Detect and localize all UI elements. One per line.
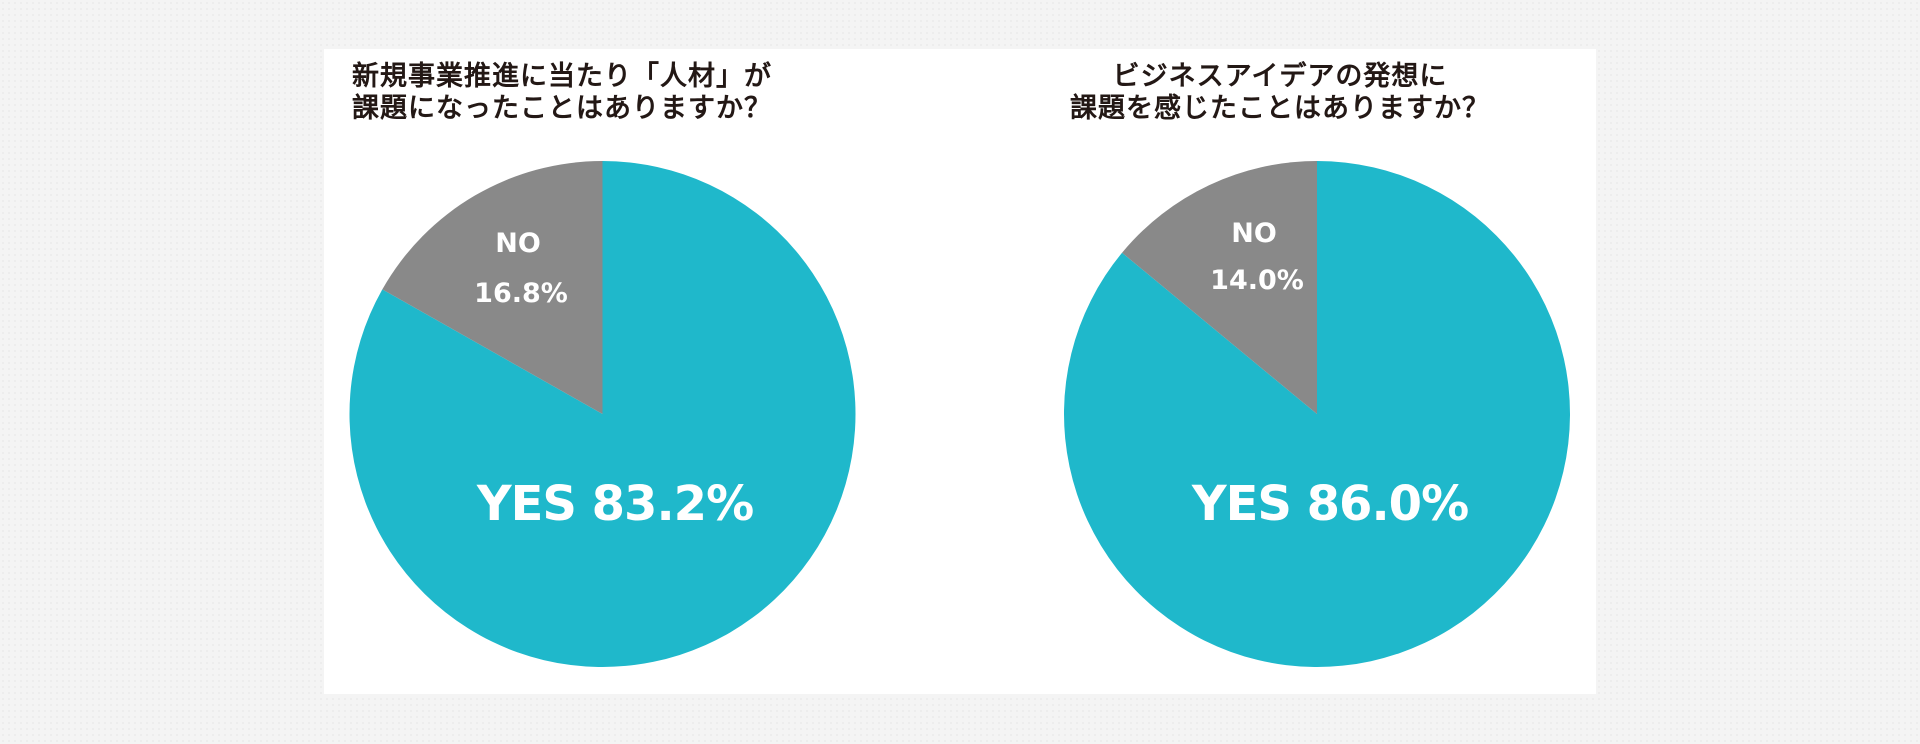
pie-chart-talent: NO 16.8% YES 83.2% <box>349 161 856 667</box>
pie-slice-no <box>382 161 603 414</box>
pie-slice-no <box>1122 161 1317 414</box>
no-label: NO <box>495 228 541 259</box>
title-line: 新規事業推進に当たり「人材」が <box>352 61 772 92</box>
no-value: 14.0% <box>1210 265 1304 296</box>
yes-label: YES 83.2% <box>476 476 753 532</box>
chart-title-ideas: ビジネスアイデアの発想に 課題を感じたことはありますか？ <box>1040 61 1520 125</box>
no-label: NO <box>1231 218 1277 249</box>
yes-label: YES 86.0% <box>1191 476 1468 532</box>
title-line: ビジネスアイデアの発想に <box>1112 61 1448 92</box>
title-line: 課題になったことはありますか？ <box>352 93 772 124</box>
pie-chart-ideas: NO 14.0% YES 86.0% <box>1063 161 1570 667</box>
chart-title-talent: 新規事業推進に当たり「人材」が 課題になったことはありますか？ <box>352 61 772 125</box>
title-line: 課題を感じたことはありますか？ <box>1070 93 1490 124</box>
no-value: 16.8% <box>474 278 568 309</box>
